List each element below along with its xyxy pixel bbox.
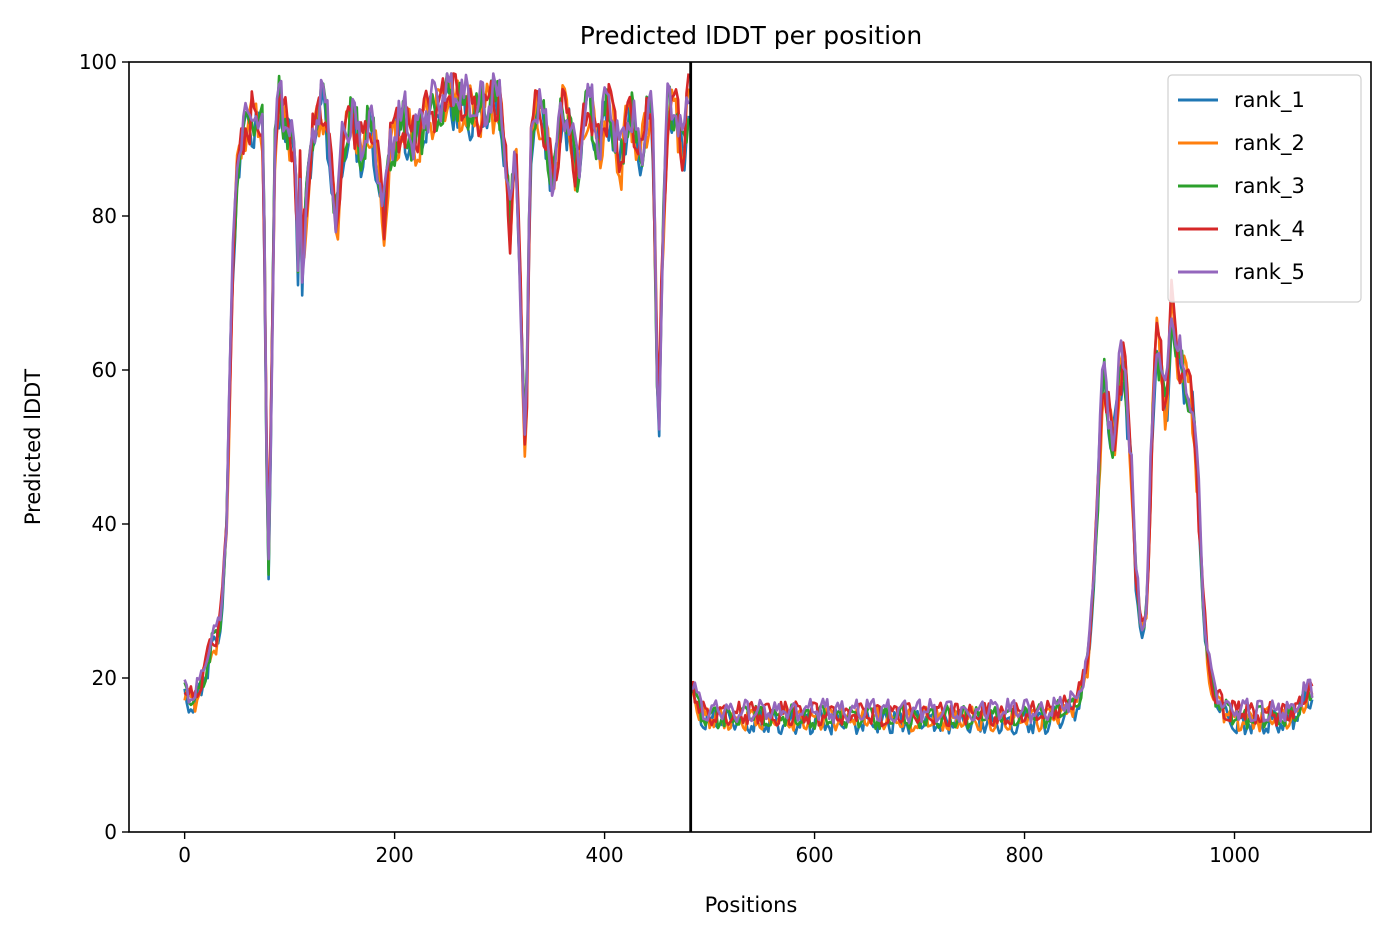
- x-tick-label: 400: [585, 843, 623, 867]
- y-tick-label: 20: [92, 666, 117, 690]
- plot-area: [183, 72, 1314, 736]
- chart-title: Predicted lDDT per position: [580, 21, 922, 50]
- x-tick-label: 800: [1005, 843, 1043, 867]
- x-tick-label: 1000: [1209, 843, 1260, 867]
- y-tick-label: 40: [92, 512, 117, 536]
- legend-box: [1167, 74, 1362, 303]
- y-tick-label: 80: [92, 204, 117, 228]
- x-axis: 0 200 400 600 800 1000: [178, 832, 1260, 867]
- legend-label-rank_2: rank_2: [1234, 131, 1305, 156]
- x-tick-label: 200: [376, 843, 414, 867]
- legend-label-rank_4: rank_4: [1234, 217, 1305, 242]
- y-tick-label: 0: [104, 820, 117, 844]
- legend-label-rank_1: rank_1: [1234, 88, 1305, 113]
- series-line-rank_1: [183, 84, 1314, 736]
- legend-label-rank_3: rank_3: [1234, 174, 1305, 199]
- legend-label-rank_5: rank_5: [1234, 260, 1305, 285]
- x-axis-title: Positions: [705, 893, 798, 917]
- y-tick-label: 100: [79, 50, 117, 74]
- y-axis: 0 20 40 60 80 100: [79, 50, 129, 844]
- x-tick-label: 0: [178, 843, 191, 867]
- plot-frame: [128, 61, 1372, 833]
- x-tick-label: 600: [795, 843, 833, 867]
- legend: rank_1 rank_2 rank_3 rank_4 rank_5: [1167, 74, 1362, 303]
- y-axis-title: Predicted lDDT: [21, 369, 45, 525]
- series-line-rank_5: [183, 72, 1314, 725]
- y-tick-label: 60: [92, 358, 117, 382]
